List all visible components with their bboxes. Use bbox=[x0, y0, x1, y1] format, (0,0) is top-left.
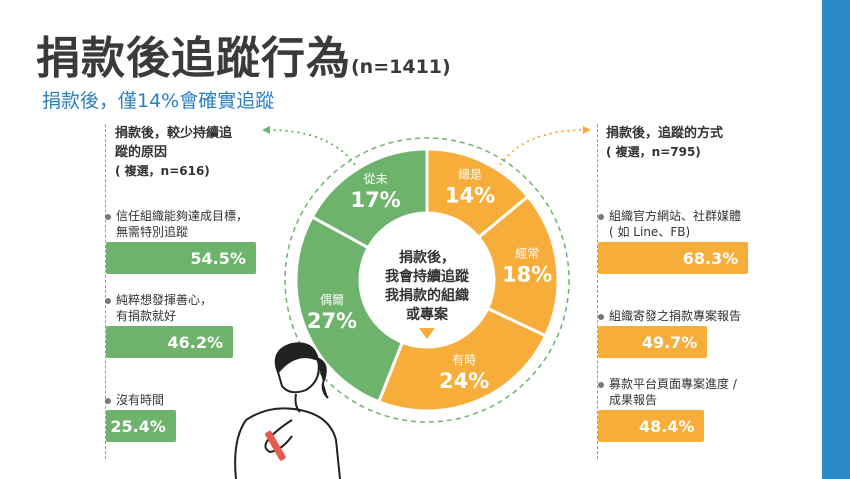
right-item-label: 組織寄發之捐款專案報告 bbox=[598, 308, 741, 324]
donut-slice-category: 從未 bbox=[364, 172, 388, 186]
left-item-label: 沒有時間 bbox=[105, 392, 164, 408]
right-bar-1: 68.3% bbox=[598, 242, 749, 274]
right-heading: 捐款後，追蹤的方式 ( 複選，n=795) bbox=[606, 124, 723, 162]
right-bar-3-value: 48.4% bbox=[638, 416, 695, 436]
left-bar-3: 25.4% bbox=[106, 410, 176, 442]
left-item-1-line2: 無需特別追蹤 bbox=[116, 225, 189, 239]
bullet-icon bbox=[105, 297, 111, 304]
donut-slice-category: 有時 bbox=[452, 353, 476, 367]
donut-center-line4: 或專案 bbox=[406, 306, 449, 323]
person-thinking-illustration bbox=[234, 342, 341, 479]
left-heading-line2: 蹤的原因 bbox=[115, 145, 168, 160]
donut-slice bbox=[376, 306, 548, 413]
left-item-label: 信任組織能夠達成目標， 無需特別追蹤 bbox=[105, 208, 248, 240]
right-connector bbox=[499, 129, 586, 166]
left-bar-2: 46.2% bbox=[106, 326, 234, 358]
right-item-3-line1: 募款平台頁面專案進度 / bbox=[609, 377, 737, 391]
bullet-icon bbox=[105, 213, 111, 220]
down-triangle-icon bbox=[419, 328, 435, 339]
left-bar-3-value: 25.4% bbox=[110, 416, 166, 436]
left-item-2-line2: 有捐款就好 bbox=[116, 309, 177, 323]
bullet-icon bbox=[105, 397, 111, 404]
left-heading: 捐款後，較少持續追 蹤的原因 ( 複選，n=616) bbox=[115, 124, 232, 181]
right-bar-2: 49.7% bbox=[598, 326, 708, 358]
bullet-icon bbox=[598, 213, 604, 220]
donut-slice bbox=[310, 147, 429, 250]
right-item-label: 組織官方網站、社群媒體 ( 如 Line、FB) bbox=[598, 208, 741, 240]
left-bar-2-value: 46.2% bbox=[167, 332, 224, 352]
left-item-label: 純粹想發揮善心， 有捐款就好 bbox=[105, 292, 212, 324]
right-bar-2-value: 49.7% bbox=[641, 332, 698, 352]
left-connector bbox=[267, 129, 356, 166]
right-divider bbox=[597, 124, 598, 459]
page-title: 捐款後追蹤行為(n=1411) bbox=[36, 22, 451, 86]
title-main: 捐款後追蹤行為 bbox=[36, 33, 351, 84]
right-item-2-line1: 組織寄發之捐款專案報告 bbox=[609, 309, 742, 323]
bullet-icon bbox=[598, 381, 604, 388]
outer-ring-left bbox=[284, 137, 570, 423]
donut-slice-value: 17% bbox=[350, 188, 400, 212]
left-item-2-line1: 純粹想發揮善心， bbox=[116, 293, 213, 307]
left-divider bbox=[105, 124, 106, 459]
donut-slice-category: 總是 bbox=[458, 167, 482, 182]
donut-slice-category: 偶爾 bbox=[320, 293, 344, 307]
donut-slice-value: 24% bbox=[439, 369, 489, 393]
left-item-3-line1: 沒有時間 bbox=[116, 393, 165, 407]
page-subtitle: 捐款後，僅14%會確實追蹤 bbox=[42, 90, 275, 112]
side-accent-stripe bbox=[822, 0, 850, 479]
left-arrow-icon bbox=[262, 126, 270, 134]
left-bar-1: 54.5% bbox=[106, 242, 256, 274]
right-item-label: 募款平台頁面專案進度 / 成果報告 bbox=[598, 376, 737, 408]
left-heading-line1: 捐款後，較少持續追 bbox=[115, 126, 233, 141]
right-bar-3: 48.4% bbox=[598, 410, 705, 442]
right-item-1-line2: ( 如 Line、FB) bbox=[609, 225, 691, 239]
right-heading-line2: ( 複選，n=795) bbox=[606, 145, 701, 159]
donut-slice-value: 14% bbox=[445, 184, 495, 208]
donut-chart: 總是 14% 經常 18% 有時 24% 偶爾 27% 從未 17% bbox=[294, 147, 560, 413]
right-heading-line1: 捐款後，追蹤的方式 bbox=[606, 126, 724, 141]
pen-icon bbox=[265, 430, 286, 461]
right-item-3-line2: 成果報告 bbox=[609, 393, 658, 407]
left-item-1-line1: 信任組織能夠達成目標， bbox=[116, 209, 249, 223]
right-item-1-line1: 組織官方網站、社群媒體 bbox=[609, 209, 742, 223]
donut-center-line1: 捐款後， bbox=[399, 249, 455, 266]
donut-slice-category: 經常 bbox=[515, 246, 539, 260]
bullet-icon bbox=[598, 313, 604, 320]
title-sample-size: (n=1411) bbox=[351, 56, 451, 78]
donut-slice-value: 18% bbox=[502, 262, 552, 286]
left-heading-line3: ( 複選，n=616) bbox=[115, 164, 210, 178]
donut-center-line3: 我捐款的組織 bbox=[385, 287, 469, 304]
left-bar-1-value: 54.5% bbox=[190, 248, 246, 268]
right-bar-1-value: 68.3% bbox=[682, 248, 739, 268]
donut-center-line2: 我會持續追蹤 bbox=[385, 268, 470, 285]
donut-slice bbox=[294, 214, 405, 404]
right-arrow-icon bbox=[583, 126, 591, 134]
donut-slice-value: 27% bbox=[307, 309, 357, 333]
